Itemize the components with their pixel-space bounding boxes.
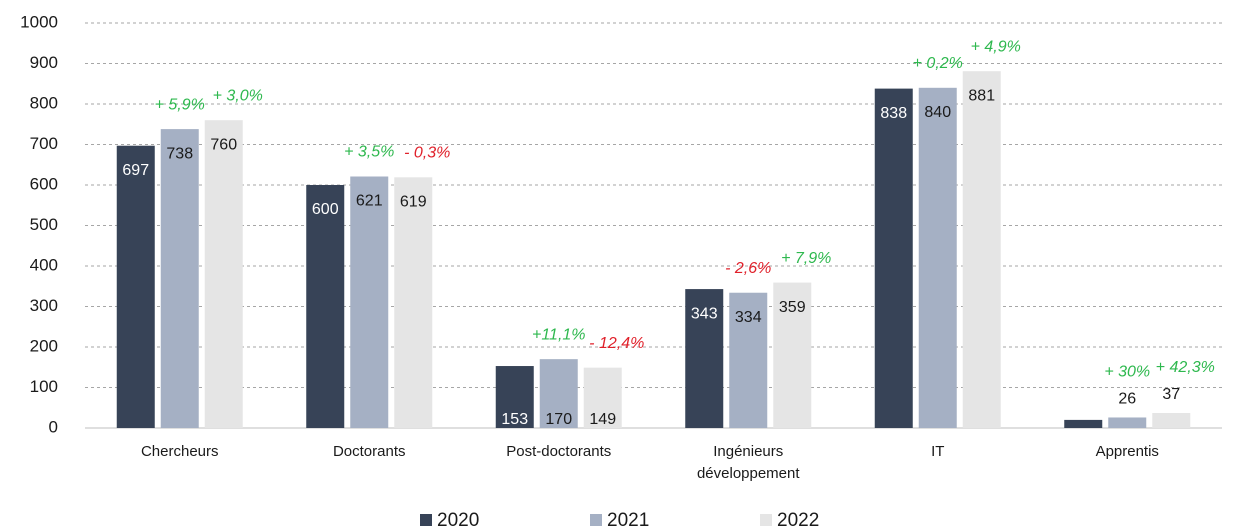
value-label: 170: [545, 411, 572, 428]
change-label: - 2,6%: [725, 260, 771, 277]
value-label: 149: [589, 411, 616, 428]
bar: [204, 120, 243, 428]
value-label: 153: [501, 411, 528, 428]
change-label: + 5,9%: [155, 96, 205, 113]
change-label: + 3,5%: [344, 144, 394, 161]
bar: [1152, 413, 1191, 428]
legend-swatch: [420, 514, 432, 526]
change-label: + 42,3%: [1156, 359, 1215, 376]
x-tick-label: Ingénieurs développement: [696, 443, 800, 482]
legend-swatch: [760, 514, 772, 526]
bar: [962, 71, 1001, 428]
value-label: 600: [312, 201, 339, 218]
value-label: 760: [210, 136, 237, 153]
y-tick-label: 1000: [20, 12, 58, 31]
value-label: 738: [166, 145, 193, 162]
value-label: 334: [735, 309, 762, 326]
value-label: 26: [1118, 391, 1136, 408]
bar: [918, 87, 957, 429]
value-label: 359: [779, 299, 806, 316]
bar: [539, 359, 578, 428]
x-tick-label: Apprentis: [1095, 443, 1159, 460]
bar: [116, 145, 155, 428]
bar: [495, 366, 534, 428]
value-label: 37: [1162, 386, 1180, 403]
y-tick-label: 200: [30, 336, 58, 355]
change-label: +11,1%: [532, 326, 586, 343]
y-tick-label: 300: [30, 296, 58, 315]
value-label: 621: [356, 193, 383, 210]
bar: [306, 185, 345, 428]
y-tick-label: 0: [49, 417, 58, 436]
y-tick-label: 900: [30, 53, 58, 72]
bar: [685, 289, 724, 428]
bar: [1108, 417, 1147, 428]
bar: [160, 129, 199, 429]
change-label: + 0,2%: [913, 55, 963, 72]
value-label: 343: [691, 305, 718, 322]
value-label: 881: [968, 87, 995, 104]
value-label: 619: [400, 194, 427, 211]
change-label: + 4,9%: [971, 38, 1021, 55]
bar: [729, 292, 768, 428]
y-tick-label: 100: [30, 377, 58, 396]
bar: [874, 88, 913, 429]
value-label: 697: [122, 162, 149, 179]
legend-label: 2021: [607, 510, 649, 531]
y-tick-label: 500: [30, 215, 58, 234]
change-label: + 30%: [1104, 364, 1150, 381]
y-tick-label: 800: [30, 93, 58, 112]
change-label: - 12,4%: [589, 335, 644, 352]
y-tick-label: 600: [30, 174, 58, 193]
value-label: 840: [924, 104, 951, 121]
bar: [773, 282, 812, 428]
change-label: - 0,3%: [404, 145, 450, 162]
change-label: + 7,9%: [781, 250, 831, 267]
value-label: 838: [880, 105, 907, 122]
y-tick-label: 400: [30, 255, 58, 274]
x-tick-label: Doctorants: [332, 443, 406, 460]
bar: [394, 177, 433, 428]
legend-swatch: [590, 514, 602, 526]
y-tick-label: 700: [30, 134, 58, 153]
bar: [350, 176, 389, 428]
legend-label: 2022: [777, 510, 819, 531]
bar: [1064, 419, 1103, 428]
change-label: + 3,0%: [213, 87, 263, 104]
bar: [583, 367, 622, 428]
x-tick-label: IT: [931, 443, 945, 460]
legend-label: 2020: [437, 510, 479, 531]
x-tick-label: Post-doctorants: [506, 443, 612, 460]
x-tick-label: Chercheurs: [140, 443, 219, 460]
